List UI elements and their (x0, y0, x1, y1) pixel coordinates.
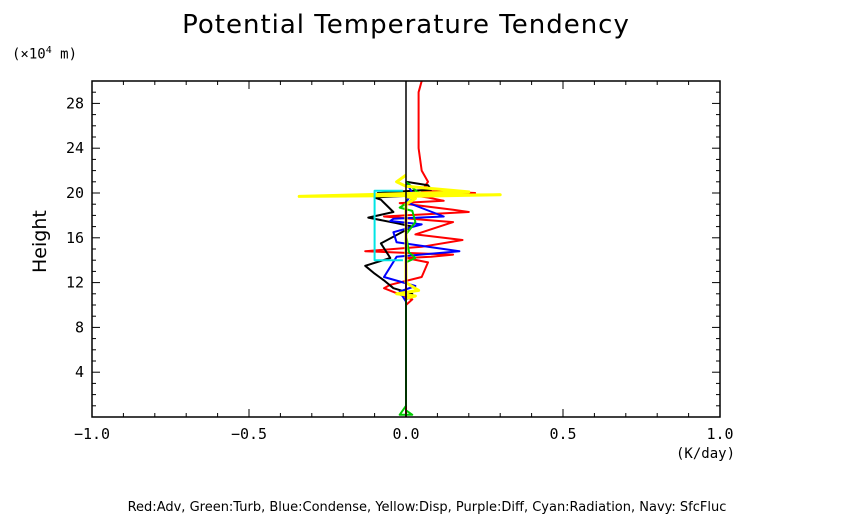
series-line (364, 80, 477, 417)
y-tick-label: 8 (75, 318, 84, 336)
series-line (297, 173, 502, 300)
series-line (383, 181, 461, 305)
y-tick-label: 12 (66, 274, 84, 292)
x-tick-label: 0.0 (392, 425, 419, 443)
legend: Red:Adv, Green:Turb, Blue:Condense, Yell… (127, 500, 727, 515)
series-line (373, 189, 403, 262)
x-tick-label: −1.0 (74, 425, 110, 443)
plot-frame (91, 80, 721, 418)
x-axis-unit: (K/day) (676, 446, 736, 462)
y-tick-label: 28 (66, 94, 84, 112)
x-tick-label: −0.5 (231, 425, 267, 443)
series-layer (297, 80, 502, 417)
tick-layer: −1.0 −0.5 0.0 0.5 1.0 4 8 12 16 20 24 28 (66, 80, 734, 443)
y-tick-label: 20 (66, 184, 84, 202)
y-tick-label: 16 (66, 229, 84, 247)
x-tick-label: 1.0 (706, 425, 733, 443)
x-tick-label: 0.5 (549, 425, 576, 443)
y-tick-label: 4 (75, 363, 84, 381)
chart-title: Potential Temperature Tendency (182, 10, 630, 40)
y-tick-label: 24 (66, 139, 84, 157)
y-axis-unit: (×104 m) (12, 45, 78, 63)
